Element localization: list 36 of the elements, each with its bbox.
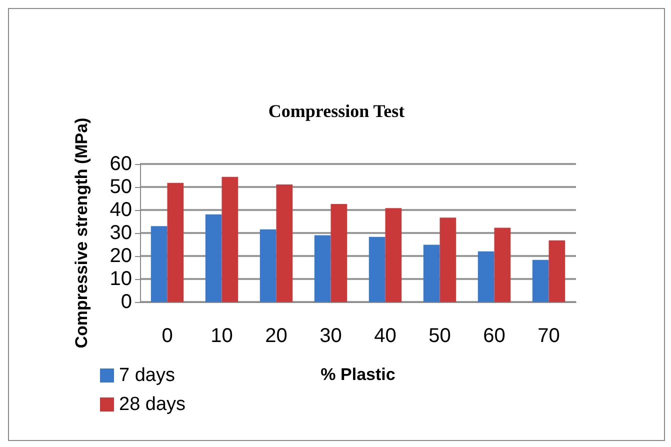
x-tick-label: 0 xyxy=(162,325,173,347)
x-tick-label: 60 xyxy=(483,325,506,347)
bar xyxy=(423,244,440,302)
y-tick-label: 30 xyxy=(110,222,132,244)
bar xyxy=(478,251,494,302)
x-tick-label: 20 xyxy=(265,325,288,347)
x-tick-label: 30 xyxy=(320,325,342,347)
bar xyxy=(330,204,348,302)
y-tick-label: 40 xyxy=(110,199,132,221)
y-tick-label: 0 xyxy=(120,291,132,313)
y-tick-label: 10 xyxy=(110,268,132,290)
bar xyxy=(222,176,238,302)
bar xyxy=(167,182,184,302)
bar xyxy=(532,260,549,302)
legend-label: 7 days xyxy=(119,365,175,386)
bar xyxy=(314,235,331,302)
x-tick-label: 70 xyxy=(538,325,560,347)
y-tick-label: 50 xyxy=(110,176,132,198)
y-tick-label: 60 xyxy=(110,153,132,175)
bar xyxy=(440,218,456,302)
bar xyxy=(385,208,402,302)
bar xyxy=(205,214,222,302)
chart-title: Compression Test xyxy=(268,101,405,121)
bar xyxy=(548,240,566,302)
y-tick-label: 20 xyxy=(110,245,132,267)
x-tick-label: 50 xyxy=(428,325,451,347)
x-tick-label: 10 xyxy=(210,325,233,347)
bar xyxy=(368,236,386,302)
x-tick-label: 40 xyxy=(374,325,396,347)
bar xyxy=(494,228,511,302)
bar xyxy=(276,184,293,302)
x-axis-title: % Plastic xyxy=(320,365,396,384)
legend-label: 28 days xyxy=(119,394,186,415)
bar xyxy=(260,229,276,302)
y-axis-title: Compressive strength (MPa) xyxy=(72,118,91,348)
bar xyxy=(150,226,168,302)
